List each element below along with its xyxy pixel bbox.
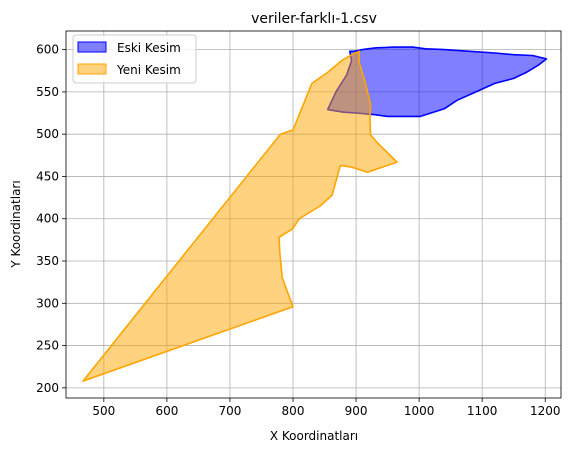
y-tick-label: 450 (36, 169, 59, 183)
x-axis-label: X Koordinatları (270, 429, 358, 443)
y-tick-label: 400 (36, 212, 59, 226)
x-tick-label: 1000 (404, 404, 435, 418)
x-tick-label: 700 (218, 404, 241, 418)
legend-label-yeni-kesim: Yeni Kesim (116, 63, 181, 77)
legend-label-eski-kesim: Eski Kesim (117, 41, 181, 55)
y-tick-label: 500 (36, 127, 59, 141)
y-tick-label: 300 (36, 296, 59, 310)
chart-title: veriler-farklı-1.csv (251, 11, 377, 27)
series-area-yeni-kesim (82, 50, 398, 382)
series-layer (82, 46, 548, 382)
x-tick-label: 1100 (467, 404, 498, 418)
x-tick-label: 900 (345, 404, 368, 418)
y-tick-label: 600 (36, 43, 59, 57)
legend-swatch-eski-kesim (77, 41, 107, 53)
x-tick-label: 1200 (530, 404, 561, 418)
legend-swatch-yeni-kesim (77, 63, 107, 75)
legend: Eski Kesim Yeni Kesim (72, 34, 197, 84)
y-tick-label: 250 (36, 339, 59, 353)
y-tick-label: 550 (36, 85, 59, 99)
y-tick-label: 200 (36, 381, 59, 395)
x-tick-label: 600 (155, 404, 178, 418)
y-tick-label: 350 (36, 254, 59, 268)
x-tick-label: 500 (92, 404, 115, 418)
x-tick-label: 800 (282, 404, 305, 418)
ticks: 500 600 700 800 900 1000 1100 1200 200 250 300 350 4… (36, 43, 560, 418)
y-axis-label: Y Koordinatları (9, 180, 23, 268)
plot-frame (65, 30, 562, 399)
